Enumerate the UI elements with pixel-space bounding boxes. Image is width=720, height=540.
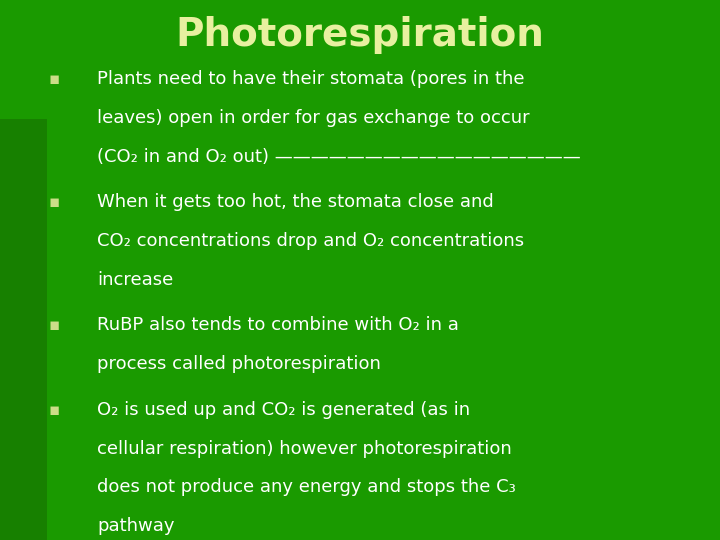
Text: leaves) open in order for gas exchange to occur: leaves) open in order for gas exchange t… bbox=[97, 109, 530, 127]
Text: cellular respiration) however photorespiration: cellular respiration) however photorespi… bbox=[97, 440, 512, 457]
Text: ▪: ▪ bbox=[48, 401, 60, 418]
Text: RuBP also tends to combine with O₂ in a: RuBP also tends to combine with O₂ in a bbox=[97, 316, 459, 334]
Text: ▪: ▪ bbox=[48, 70, 60, 88]
Text: process called photorespiration: process called photorespiration bbox=[97, 355, 381, 373]
Text: does not produce any energy and stops the C₃: does not produce any energy and stops th… bbox=[97, 478, 516, 496]
Text: ▪: ▪ bbox=[48, 193, 60, 211]
FancyBboxPatch shape bbox=[0, 119, 47, 540]
Text: Photorespiration: Photorespiration bbox=[176, 16, 544, 54]
Text: (CO₂ in and O₂ out) —————————————————: (CO₂ in and O₂ out) ————————————————— bbox=[97, 148, 581, 166]
Text: ▪: ▪ bbox=[48, 316, 60, 334]
Text: O₂ is used up and CO₂ is generated (as in: O₂ is used up and CO₂ is generated (as i… bbox=[97, 401, 470, 418]
Text: increase: increase bbox=[97, 271, 174, 289]
Text: CO₂ concentrations drop and O₂ concentrations: CO₂ concentrations drop and O₂ concentra… bbox=[97, 232, 524, 250]
Text: pathway: pathway bbox=[97, 517, 175, 535]
Text: Plants need to have their stomata (pores in the: Plants need to have their stomata (pores… bbox=[97, 70, 525, 88]
Text: When it gets too hot, the stomata close and: When it gets too hot, the stomata close … bbox=[97, 193, 494, 211]
